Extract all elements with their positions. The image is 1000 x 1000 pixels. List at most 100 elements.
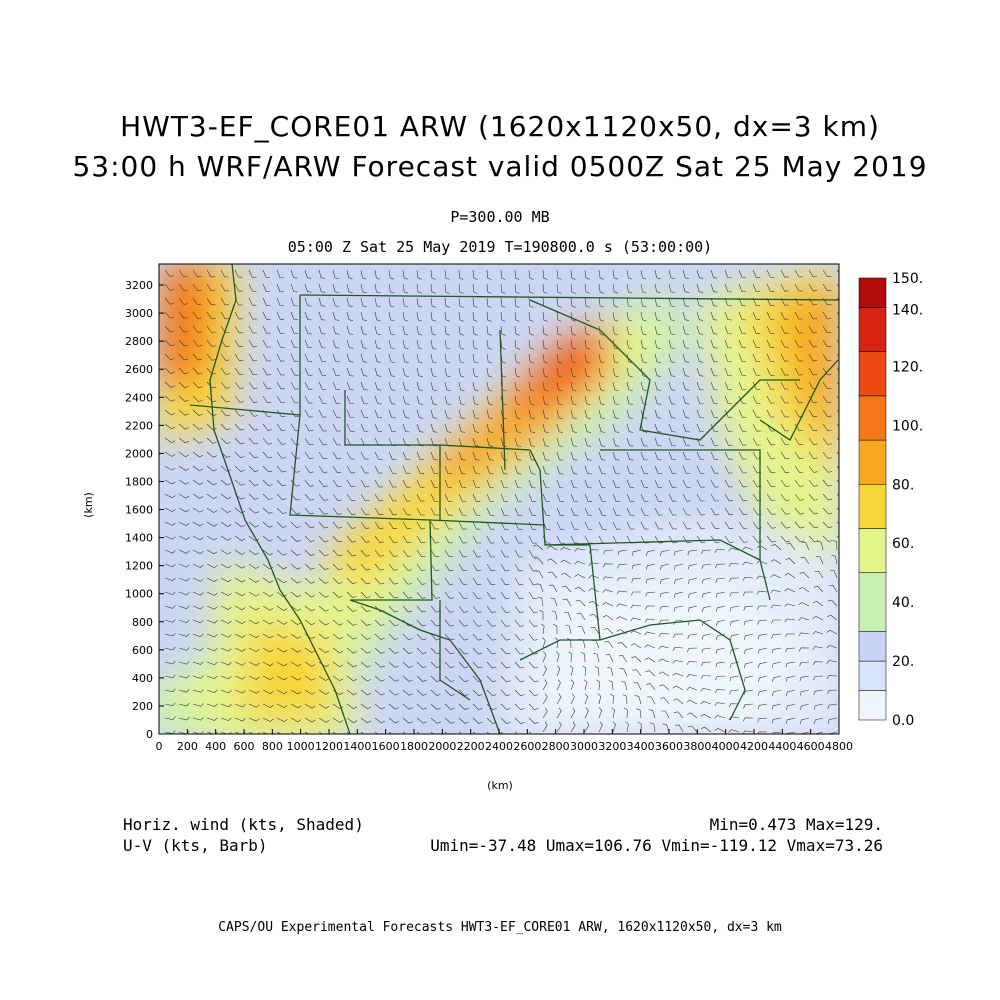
valid-time-label: 05:00 Z Sat 25 May 2019 T=190800.0 s (53… xyxy=(287,238,713,256)
wind-barb xyxy=(597,693,602,705)
wind-barb xyxy=(304,647,316,653)
wind-barb xyxy=(752,339,761,348)
wind-barb xyxy=(178,605,190,610)
wind-barb xyxy=(608,680,614,691)
wind-barb xyxy=(234,717,246,722)
wind-barb xyxy=(500,451,508,461)
wind-barb xyxy=(533,544,544,551)
wind-barb xyxy=(304,381,313,390)
wind-barb xyxy=(178,633,190,637)
wind-barb xyxy=(738,325,746,335)
wind-barb xyxy=(640,311,647,322)
color-bar-label: 140. xyxy=(892,302,923,318)
wind-barb xyxy=(696,535,706,544)
y-tick-label: 200 xyxy=(132,700,153,713)
wind-barb xyxy=(822,409,832,417)
wind-barb xyxy=(472,507,481,516)
wind-barb xyxy=(696,451,705,460)
wind-barb xyxy=(584,353,591,364)
wind-barb xyxy=(388,717,400,724)
wind-barb xyxy=(374,353,382,363)
wind-barb xyxy=(276,325,285,334)
wind-barb xyxy=(206,591,218,596)
wind-barb xyxy=(771,647,782,654)
color-bar-segment xyxy=(858,690,887,721)
x-tick-label: 3400 xyxy=(627,740,655,753)
wind-barb xyxy=(416,605,427,613)
wind-barb xyxy=(234,339,244,348)
wind-barb xyxy=(682,493,691,502)
wind-barb xyxy=(742,591,754,596)
wind-barb xyxy=(374,591,385,599)
wind-barb xyxy=(612,311,619,322)
wind-barb xyxy=(262,437,272,445)
wind-barb xyxy=(780,311,789,320)
wind-barb xyxy=(812,600,824,607)
wind-barb xyxy=(304,577,315,584)
wind-barb xyxy=(458,325,464,336)
wind-barb xyxy=(546,545,558,551)
wind-barb xyxy=(416,619,427,627)
wind-barb xyxy=(556,521,565,530)
wind-barb xyxy=(486,395,493,406)
wind-barb xyxy=(514,647,525,655)
wind-barb xyxy=(164,479,176,485)
wind-barb xyxy=(234,675,246,680)
wind-barb xyxy=(553,623,558,635)
wind-barb xyxy=(668,367,676,377)
wind-barb xyxy=(192,269,202,278)
wind-barb xyxy=(808,521,819,529)
wind-barb xyxy=(584,451,592,461)
wind-barb xyxy=(673,549,684,556)
wind-barb xyxy=(822,451,832,459)
y-axis-label: (km) xyxy=(82,492,95,518)
wind-barb xyxy=(626,339,633,350)
wind-barb xyxy=(304,297,312,307)
wind-barb xyxy=(696,339,704,349)
wind-barb xyxy=(416,339,423,350)
wind-barb xyxy=(827,599,838,607)
wind-barb xyxy=(742,546,754,551)
wind-barb xyxy=(402,423,410,433)
wind-barb xyxy=(700,701,712,705)
wind-barb xyxy=(178,479,190,485)
wind-barb xyxy=(234,395,244,403)
wind-barb xyxy=(576,612,586,621)
wind-barb xyxy=(178,409,189,416)
wind-barb xyxy=(528,689,539,697)
wind-barb xyxy=(822,507,833,515)
wind-barb xyxy=(360,479,370,488)
wind-barb xyxy=(346,269,353,280)
wind-barb xyxy=(766,409,775,418)
y-tick-label: 1000 xyxy=(125,588,153,601)
wind-barb xyxy=(416,661,427,668)
wind-barb xyxy=(798,647,810,652)
wind-barb xyxy=(660,577,670,584)
y-tick-label: 0 xyxy=(146,728,153,741)
wind-barb xyxy=(612,395,619,405)
wind-barb xyxy=(541,637,546,649)
wind-barb xyxy=(374,325,381,336)
wind-barb xyxy=(290,675,302,681)
wind-barb xyxy=(430,535,440,544)
wind-barb xyxy=(346,353,354,363)
wind-barb xyxy=(178,353,189,361)
wind-barb xyxy=(794,339,803,348)
wind-barb xyxy=(631,656,642,663)
wind-barb xyxy=(500,717,511,724)
wind-barb xyxy=(738,479,748,488)
wind-barb xyxy=(738,493,748,502)
wind-barb xyxy=(752,381,761,390)
wind-barb xyxy=(724,479,733,488)
wind-barb xyxy=(547,571,558,579)
wind-barb xyxy=(584,367,591,378)
wind-barb xyxy=(813,703,824,710)
wind-barb xyxy=(430,339,437,350)
wind-barb xyxy=(780,353,789,362)
wind-barb xyxy=(248,731,260,734)
x-tick-label: 1400 xyxy=(343,740,371,753)
wind-barb xyxy=(826,645,838,649)
wind-barb xyxy=(588,588,600,593)
wind-barb xyxy=(430,703,441,710)
wind-barb xyxy=(304,339,313,349)
